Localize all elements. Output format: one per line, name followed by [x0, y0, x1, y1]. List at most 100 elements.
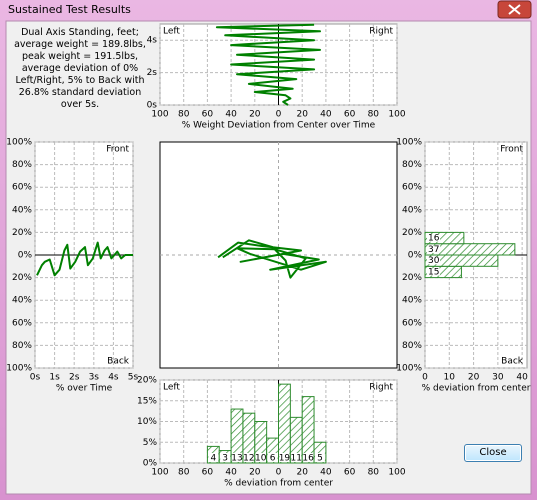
y-tick-label: 40% — [402, 296, 422, 306]
bar-label: 16 — [428, 234, 440, 244]
bar-label-bg — [267, 453, 278, 462]
x-tick-label: 0 — [276, 468, 282, 478]
y-tick-label: 2s — [147, 68, 158, 78]
x-tick-label: 20 — [249, 468, 261, 478]
x-tick-label: 5s — [128, 373, 139, 383]
x-tick-label: 80 — [368, 110, 380, 120]
bar-label-bg — [427, 234, 440, 242]
y-tick-label: 60% — [12, 318, 32, 328]
bar-label: 16 — [302, 454, 314, 464]
x-tick-label: 100 — [388, 110, 405, 120]
bar-label: 15 — [428, 267, 439, 277]
data-line — [217, 239, 327, 279]
bar-label-bg — [291, 453, 302, 462]
x-tick-label: 40 — [320, 468, 332, 478]
y-tick-label: 80% — [402, 160, 422, 170]
corner-label: Front — [106, 145, 129, 155]
x-tick-label: 100 — [151, 110, 168, 120]
y-tick-label: 20% — [12, 228, 32, 238]
x-tick-label: 30 — [492, 373, 504, 383]
y-tick-label: 0s — [147, 101, 158, 111]
x-tick-label: 0 — [422, 373, 428, 383]
y-tick-label: 40% — [402, 205, 422, 215]
y-tick-label: 100% — [396, 364, 422, 374]
bar-label-bg — [427, 245, 440, 253]
x-tick-label: 20 — [468, 373, 480, 383]
close-button[interactable]: Close — [464, 444, 522, 462]
data-line — [36, 241, 133, 277]
y-tick-label: 5% — [143, 438, 158, 448]
y-tick-label: 100% — [6, 138, 32, 148]
x-tick-label: 80 — [178, 110, 190, 120]
bar-label-bg — [427, 268, 440, 276]
x-axis-label: % deviation from center — [224, 479, 333, 489]
y-tick-label: 60% — [402, 318, 422, 328]
x-tick-label: 60 — [344, 468, 356, 478]
bar-label: 19 — [279, 454, 291, 464]
bar-label-bg — [208, 453, 219, 462]
corner-label: Back — [107, 357, 130, 367]
y-tick-label: 80% — [402, 341, 422, 351]
corner-label: Right — [369, 27, 393, 37]
x-tick-label: 80 — [368, 468, 380, 478]
bar-label-bg — [220, 453, 231, 462]
bar — [424, 231, 465, 245]
bar — [278, 383, 291, 464]
y-tick-label: 20% — [402, 273, 422, 283]
corner-label: Left — [163, 383, 180, 393]
y-tick-label: 40% — [12, 296, 32, 306]
bar-label-bg — [255, 453, 266, 462]
x-axis-label: % Weight Deviation from Center over Time — [182, 121, 376, 131]
x-tick-label: 20 — [296, 468, 308, 478]
bar-label: 12 — [243, 454, 254, 464]
x-tick-label: 40 — [225, 110, 237, 120]
x-tick-label: 4s — [108, 373, 119, 383]
close-x-icon — [508, 4, 521, 15]
corner-label: Back — [501, 357, 524, 367]
bar-label: 30 — [428, 256, 440, 266]
x-tick-label: 0s — [30, 373, 41, 383]
x-axis-label: % deviation from center — [422, 384, 531, 394]
y-tick-label: 100% — [6, 364, 32, 374]
y-tick-label: 20% — [402, 228, 422, 238]
bar-label-bg — [427, 257, 440, 265]
y-tick-label: 0% — [143, 459, 158, 469]
bar-label-bg — [279, 453, 290, 462]
y-tick-label: 60% — [12, 183, 32, 193]
x-tick-label: 40 — [225, 468, 237, 478]
bar-label: 13 — [231, 454, 242, 464]
x-tick-label: 40 — [516, 373, 528, 383]
x-tick-label: 0 — [276, 110, 282, 120]
bar-label: 3 — [222, 454, 228, 464]
x-tick-label: 1s — [49, 373, 60, 383]
x-tick-label: 100 — [388, 468, 405, 478]
x-tick-label: 80 — [178, 468, 190, 478]
bar-label: 6 — [270, 454, 276, 464]
data-line — [215, 23, 321, 106]
y-tick-label: 80% — [12, 341, 32, 351]
window-title: Sustained Test Results — [8, 3, 131, 16]
bar-label: 4 — [210, 454, 216, 464]
y-tick-label: 10% — [137, 417, 157, 427]
bar — [313, 441, 327, 464]
x-tick-label: 20 — [249, 110, 261, 120]
bar-label: 11 — [291, 454, 302, 464]
y-tick-label: 100% — [396, 138, 422, 148]
x-tick-label: 60 — [202, 468, 214, 478]
corner-label: Front — [500, 145, 523, 155]
y-tick-label: 20% — [12, 273, 32, 283]
y-tick-label: 60% — [402, 183, 422, 193]
bar-label-bg — [303, 453, 314, 462]
x-tick-label: 20 — [296, 110, 308, 120]
x-tick-label: 40 — [320, 110, 332, 120]
bar-label-bg — [243, 453, 254, 462]
x-tick-label: 60 — [344, 110, 356, 120]
x-axis-label: % over Time — [56, 384, 113, 394]
summary: Dual Axis Standing, feet; average weight… — [14, 27, 146, 110]
bar-label: 37 — [428, 245, 439, 255]
bar-label-bg — [315, 453, 325, 462]
y-tick-label: 15% — [137, 396, 157, 406]
bar — [424, 243, 516, 256]
